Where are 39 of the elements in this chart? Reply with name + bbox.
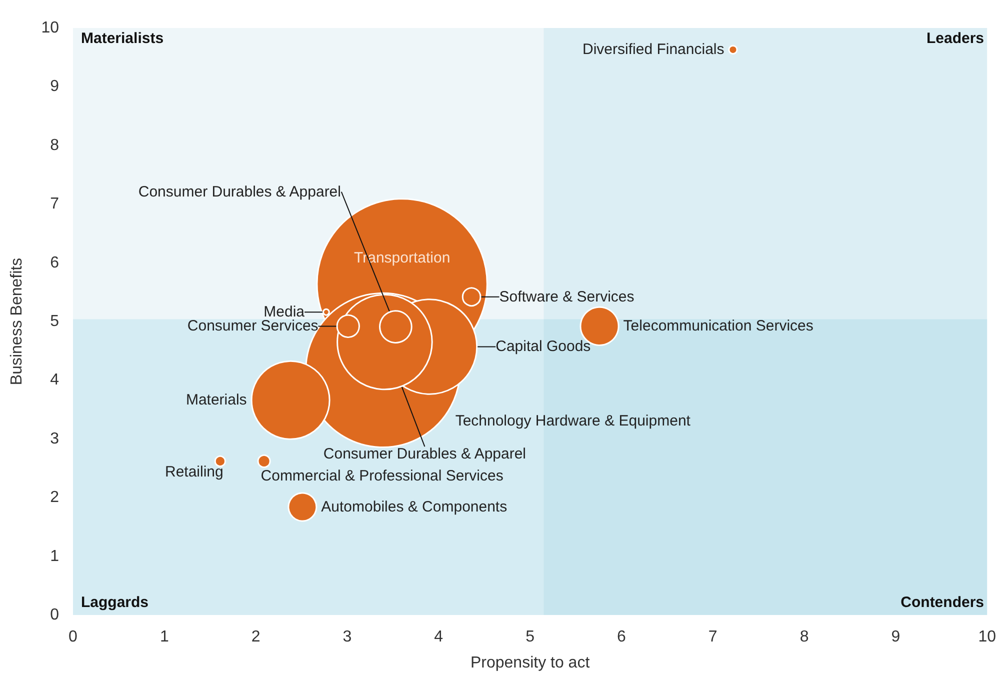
x-tick-label: 10 — [978, 628, 996, 646]
annotation: Contenders — [900, 594, 984, 611]
x-tick-label: 8 — [800, 628, 809, 646]
x-tick-label: 0 — [68, 628, 78, 646]
series-label: Commercial & Professional Services — [260, 468, 504, 485]
annotation: Laggards — [81, 594, 149, 611]
x-tick-label: 9 — [891, 628, 900, 646]
y-tick-label: 7 — [50, 196, 60, 213]
y-axis-title: Business Benefits — [8, 258, 26, 386]
y-tick-label: 2 — [50, 489, 60, 506]
y-tick-label: 5 — [50, 313, 60, 330]
series-label: Diversified Financials — [582, 41, 724, 58]
x-tick-label: 2 — [251, 628, 260, 646]
x-tick-label: 3 — [342, 628, 352, 646]
x-axis-title: Propensity to act — [470, 654, 590, 672]
text: Consumer Durables & Apparel — [323, 446, 526, 463]
series-label: Automobiles & Components — [321, 498, 508, 516]
text: Consumer Durables & Apparel — [138, 183, 341, 200]
series-label: Telecommunication Services — [623, 318, 814, 335]
y-tick-label: 8 — [50, 136, 60, 154]
y-tick-label: 0 — [50, 606, 60, 624]
y-tick-label: 4 — [50, 372, 60, 389]
series-label: Software & Services — [499, 288, 634, 306]
series-label: Materials — [186, 392, 247, 409]
series-label: Capital Goods — [496, 338, 591, 356]
y-tick-label: 9 — [50, 78, 60, 96]
y-tick-label: 10 — [41, 20, 60, 36]
y-tick-label: 3 — [50, 430, 60, 448]
annotation: Materialists — [81, 30, 164, 47]
x-tick-label: 7 — [708, 628, 718, 646]
x-tick-label: 6 — [617, 628, 626, 646]
x-tick-label: 4 — [434, 628, 444, 646]
x-tick-label: 5 — [526, 628, 535, 646]
series-label: Retailing — [164, 464, 224, 481]
series-label: Technology Hardware & Equipment — [455, 412, 692, 430]
y-tick-label: 6 — [50, 254, 60, 272]
x-tick-label: 1 — [160, 628, 169, 646]
annotation: Leaders — [926, 30, 984, 47]
y-tick-label: 1 — [50, 548, 60, 565]
